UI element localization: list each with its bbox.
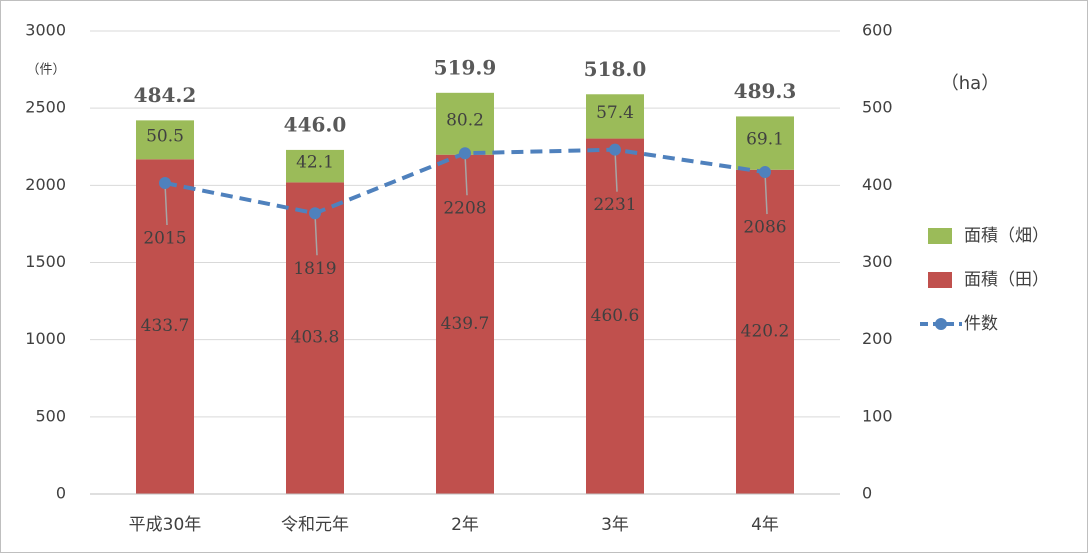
marker <box>609 143 621 156</box>
legend-label: 面積（畑） <box>964 226 1049 246</box>
data-label: 2208 <box>443 199 486 219</box>
x-tick-label: 2年 <box>451 515 479 535</box>
total-label: 489.3 <box>734 79 797 103</box>
x-tick-label: 令和元年 <box>281 515 349 535</box>
y2-tick-label: 0 <box>862 484 872 503</box>
bar-segment <box>436 92 494 155</box>
leader-line <box>614 149 618 192</box>
marker <box>309 207 321 220</box>
x-tick-label: 平成30年 <box>129 515 202 535</box>
bar-segment <box>286 182 344 494</box>
data-label: 50.5 <box>146 126 184 146</box>
total-label: 519.9 <box>434 55 497 79</box>
y2-tick-label: 300 <box>862 252 893 271</box>
x-tick-label: 4年 <box>751 515 779 535</box>
y-unit: （件） <box>26 63 65 78</box>
bar-segment <box>736 169 794 494</box>
bar-segment <box>736 116 794 170</box>
total-label: 446.0 <box>284 112 347 136</box>
y2-tick-label: 500 <box>862 98 893 117</box>
marker <box>459 147 471 160</box>
bar-segment <box>286 149 344 183</box>
y-tick-label: 1000 <box>25 329 66 348</box>
data-label: 2231 <box>593 195 636 215</box>
data-label: 1819 <box>293 259 336 279</box>
data-label: 439.7 <box>441 314 490 334</box>
y-tick-label: 1500 <box>25 252 66 271</box>
y-tick-label: 2500 <box>25 98 66 117</box>
data-label: 80.2 <box>446 110 484 130</box>
legend-label: 面積（田） <box>964 270 1049 290</box>
data-label: 420.2 <box>741 321 790 341</box>
data-label: 2015 <box>143 229 186 249</box>
y2-tick-label: 100 <box>862 406 893 425</box>
bar-segment <box>586 94 644 139</box>
leader-line <box>764 172 768 215</box>
legend-marker <box>935 318 947 330</box>
x-tick-label: 3年 <box>601 515 629 535</box>
data-label: 2086 <box>743 218 786 238</box>
bar-segment <box>586 138 644 495</box>
total-label: 484.2 <box>134 83 197 107</box>
leader-line <box>314 213 318 256</box>
leader-line <box>464 153 468 196</box>
legend-label: 件数 <box>964 314 998 334</box>
data-label: 57.4 <box>596 103 634 123</box>
bar-segment <box>136 120 194 160</box>
bar-segment <box>136 159 194 494</box>
y2-tick-label: 200 <box>862 329 893 348</box>
data-label: 403.8 <box>291 328 340 348</box>
y-tick-label: 500 <box>35 406 66 425</box>
y-tick-label: 2000 <box>25 175 66 194</box>
legend-swatch <box>928 272 952 288</box>
y-tick-label: 0 <box>56 484 66 503</box>
marker <box>759 166 771 179</box>
legend-swatch <box>928 228 952 244</box>
y2-unit: （ha） <box>941 73 999 94</box>
data-label: 42.1 <box>296 153 334 173</box>
total-label: 518.0 <box>584 57 647 81</box>
leader-line <box>164 182 168 226</box>
data-label: 460.6 <box>591 306 640 326</box>
y2-tick-label: 600 <box>862 21 893 40</box>
data-label: 433.7 <box>141 316 190 336</box>
y2-tick-label: 400 <box>862 175 893 194</box>
data-label: 69.1 <box>746 130 784 150</box>
bar-segment <box>436 154 494 494</box>
y-tick-label: 3000 <box>25 21 66 40</box>
marker <box>159 177 171 190</box>
